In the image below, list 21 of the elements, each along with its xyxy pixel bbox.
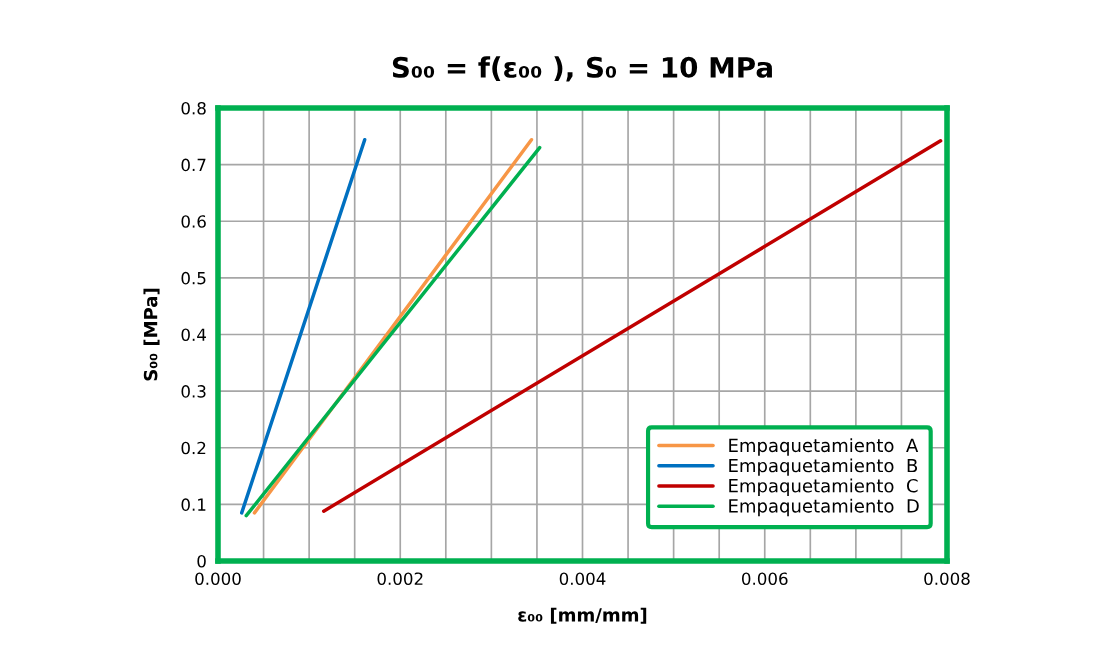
y-tick-label: 0.2 [181, 441, 206, 455]
legend-label: Empaquetamiento B [729, 458, 918, 476]
legend-label: Empaquetamiento D [729, 498, 919, 517]
y-tick-label: 0.4 [181, 328, 206, 342]
y-tick-label: 0.6 [181, 215, 206, 228]
legend-label: Empaquetamiento A [729, 438, 919, 456]
y-tick-label: 0 [197, 554, 206, 568]
y-tick-label: 0.7 [181, 158, 206, 172]
y-tick-label: 0.8 [181, 101, 206, 115]
x-tick-label: 0.008 [924, 572, 970, 586]
x-tick-label: 0.006 [741, 572, 788, 586]
chart-title: S₀₀ = f(ε₀₀ ), S₀ = 10 MPa [392, 56, 772, 82]
legend-label: Empaquetamiento C [729, 478, 918, 497]
y-tick-label: 0.5 [181, 271, 206, 285]
x-tick-label: 0.004 [559, 572, 606, 586]
x-tick-label: 0.000 [195, 572, 241, 586]
y-tick-label: 0.1 [181, 498, 206, 511]
y-tick-label: 0.3 [181, 385, 206, 398]
x-axis-title: ε₀₀ [mm/mm] [518, 607, 647, 624]
y-axis-title: S₀₀ [MPa] [143, 288, 160, 381]
x-tick-label: 0.002 [377, 572, 423, 586]
